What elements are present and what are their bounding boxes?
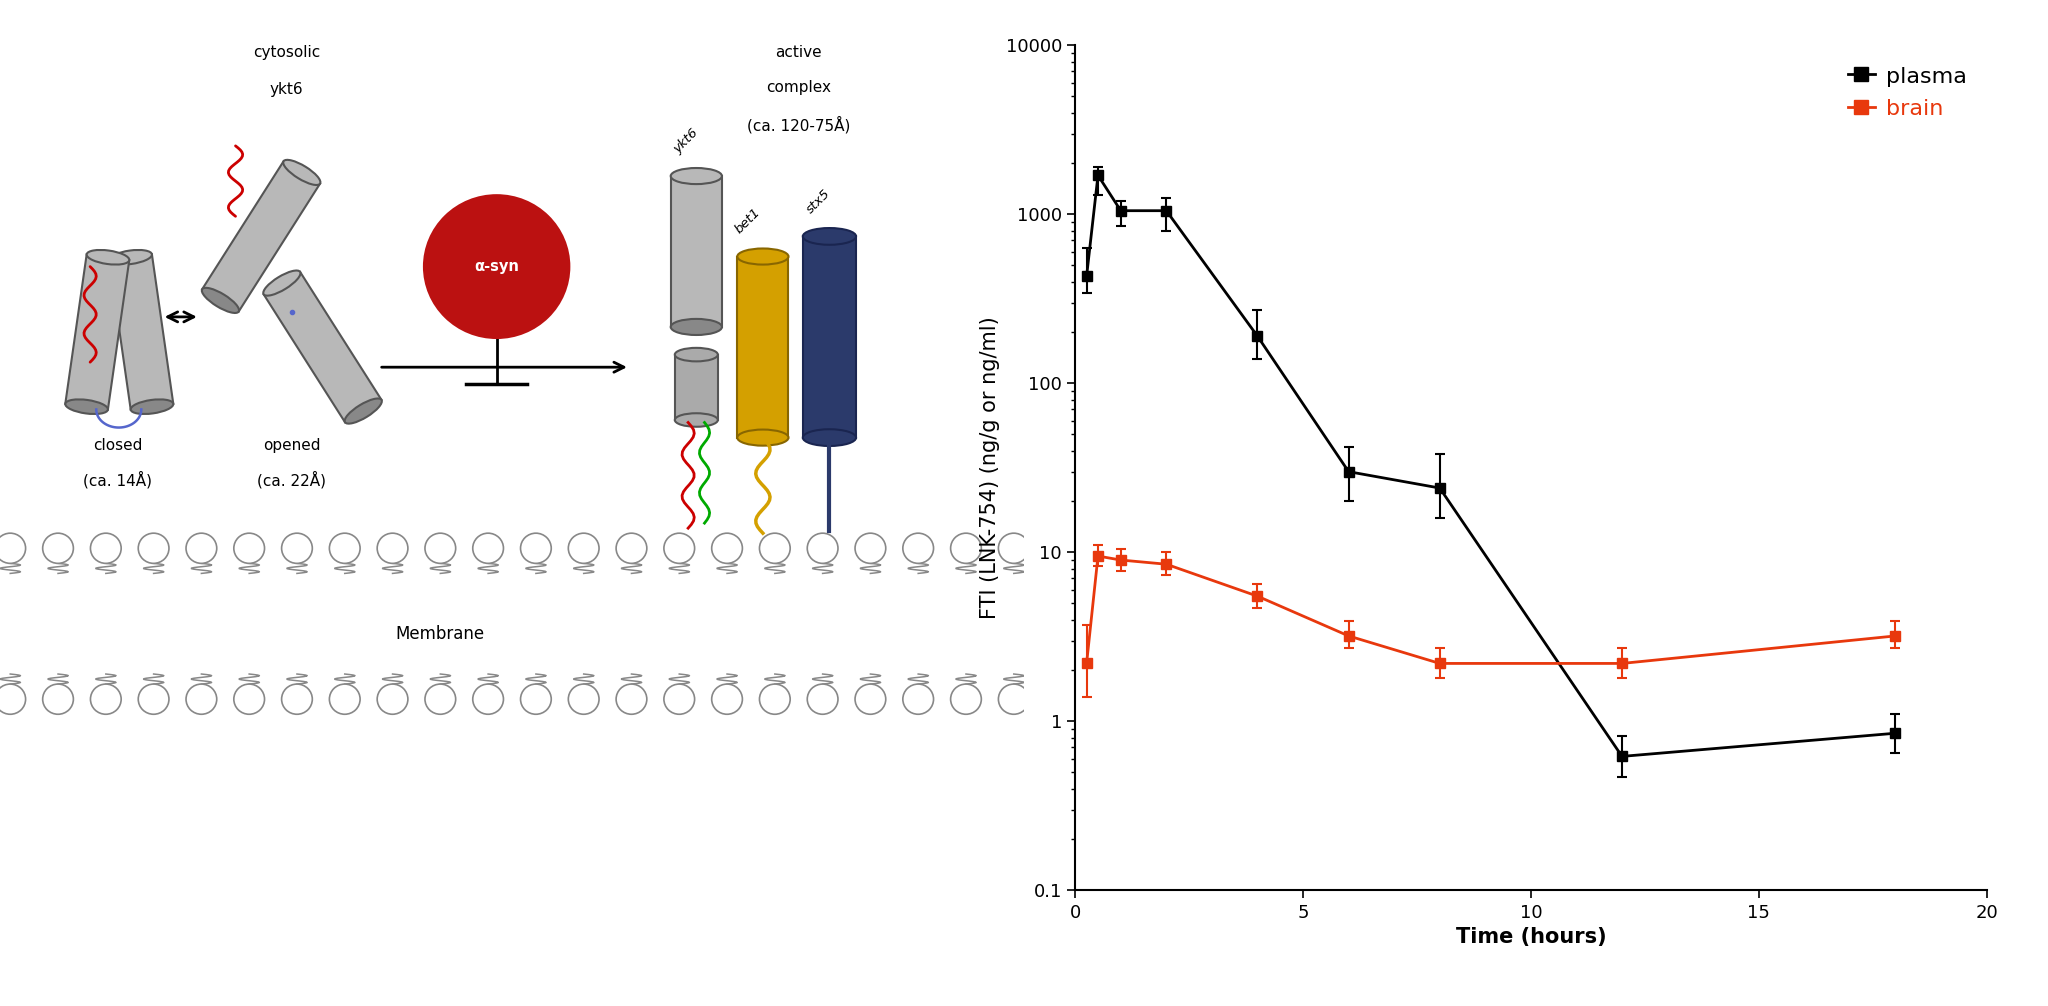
Circle shape xyxy=(903,533,934,563)
Text: bet1: bet1 xyxy=(733,206,762,236)
Circle shape xyxy=(0,684,25,714)
Ellipse shape xyxy=(131,399,174,414)
Text: (ca. 22Å): (ca. 22Å) xyxy=(258,471,326,488)
Text: Membrane: Membrane xyxy=(395,625,485,643)
Ellipse shape xyxy=(66,399,109,414)
Circle shape xyxy=(856,684,887,714)
Text: active: active xyxy=(776,45,821,60)
Circle shape xyxy=(713,684,743,714)
Text: stx5: stx5 xyxy=(803,187,834,216)
Bar xyxy=(676,354,719,421)
Circle shape xyxy=(186,533,217,563)
Circle shape xyxy=(0,533,25,563)
Circle shape xyxy=(760,684,791,714)
Ellipse shape xyxy=(86,249,129,265)
X-axis label: Time (hours): Time (hours) xyxy=(1456,928,1606,947)
Ellipse shape xyxy=(264,271,301,296)
Bar xyxy=(66,255,129,409)
Circle shape xyxy=(999,684,1030,714)
Bar xyxy=(109,255,174,409)
Ellipse shape xyxy=(803,228,856,244)
Circle shape xyxy=(856,533,887,563)
Bar xyxy=(737,257,788,438)
Text: ykt6: ykt6 xyxy=(270,82,303,98)
Circle shape xyxy=(520,684,551,714)
Circle shape xyxy=(473,533,504,563)
Text: cytosolic: cytosolic xyxy=(254,45,319,60)
Circle shape xyxy=(139,533,170,563)
Ellipse shape xyxy=(672,168,723,184)
Circle shape xyxy=(43,684,74,714)
Text: closed: closed xyxy=(92,438,143,453)
Ellipse shape xyxy=(676,348,719,361)
Circle shape xyxy=(664,533,694,563)
Y-axis label: FTI (LNK-754) (ng/g or ng/ml): FTI (LNK-754) (ng/g or ng/ml) xyxy=(981,317,999,619)
Circle shape xyxy=(999,533,1030,563)
Ellipse shape xyxy=(737,248,788,265)
Circle shape xyxy=(807,533,838,563)
Circle shape xyxy=(90,684,121,714)
Circle shape xyxy=(233,684,264,714)
Circle shape xyxy=(616,533,647,563)
Circle shape xyxy=(330,684,360,714)
Circle shape xyxy=(330,533,360,563)
Circle shape xyxy=(281,533,311,563)
Circle shape xyxy=(233,533,264,563)
Ellipse shape xyxy=(283,160,319,185)
Text: (ca. 120-75Å): (ca. 120-75Å) xyxy=(748,116,850,133)
Text: (ca. 14Å): (ca. 14Å) xyxy=(84,471,152,488)
Circle shape xyxy=(426,684,455,714)
Circle shape xyxy=(713,533,743,563)
Bar xyxy=(264,272,381,423)
Circle shape xyxy=(139,684,170,714)
Text: opened: opened xyxy=(262,438,322,453)
Ellipse shape xyxy=(109,249,152,265)
Circle shape xyxy=(807,684,838,714)
Ellipse shape xyxy=(672,319,723,335)
Ellipse shape xyxy=(344,398,381,424)
Circle shape xyxy=(473,684,504,714)
Ellipse shape xyxy=(676,413,719,427)
Circle shape xyxy=(186,684,217,714)
Circle shape xyxy=(616,684,647,714)
Circle shape xyxy=(950,684,981,714)
Circle shape xyxy=(281,684,311,714)
Circle shape xyxy=(664,684,694,714)
Circle shape xyxy=(422,194,569,339)
Circle shape xyxy=(377,684,408,714)
Circle shape xyxy=(903,684,934,714)
Bar xyxy=(803,236,856,438)
Circle shape xyxy=(567,533,598,563)
Text: α-syn: α-syn xyxy=(475,260,518,274)
Text: ykt6: ykt6 xyxy=(672,126,700,156)
Circle shape xyxy=(90,533,121,563)
Circle shape xyxy=(950,533,981,563)
Circle shape xyxy=(520,533,551,563)
Ellipse shape xyxy=(737,430,788,446)
Text: complex: complex xyxy=(766,80,831,96)
Circle shape xyxy=(377,533,408,563)
Ellipse shape xyxy=(803,430,856,446)
Legend: plasma, brain: plasma, brain xyxy=(1839,56,1976,129)
Circle shape xyxy=(567,684,598,714)
Circle shape xyxy=(426,533,455,563)
Bar xyxy=(203,161,319,312)
Circle shape xyxy=(43,533,74,563)
Bar xyxy=(672,176,723,327)
Circle shape xyxy=(760,533,791,563)
Ellipse shape xyxy=(203,288,240,313)
